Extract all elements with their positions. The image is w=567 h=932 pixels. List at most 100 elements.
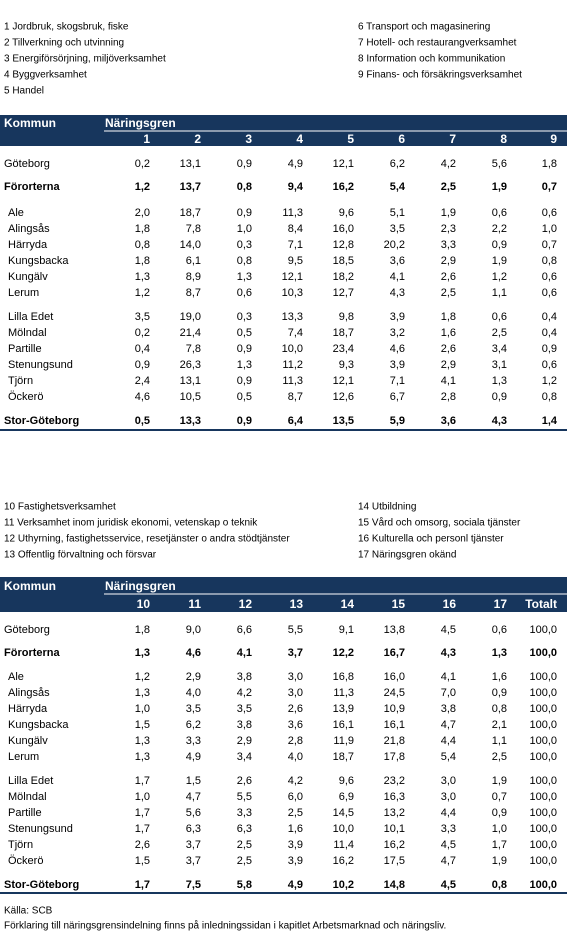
cell: 4,4 (441, 807, 456, 819)
cell: 2,3 (441, 223, 456, 235)
cell: 12,1 (282, 271, 303, 283)
cell: 5,6 (186, 807, 201, 819)
cell: 6,1 (186, 255, 201, 267)
cell: 0,8 (237, 181, 252, 193)
cell: 4,4 (441, 735, 456, 747)
cell: 3,7 (288, 647, 303, 659)
cell: 0,4 (542, 311, 557, 323)
cell: 0,5 (135, 415, 150, 427)
cell: 100,0 (529, 624, 557, 636)
cell: 5,8 (237, 879, 252, 891)
cell: 3,8 (237, 719, 252, 731)
cell: 13,8 (384, 624, 405, 636)
cell: 1,1 (492, 735, 507, 747)
cell: 18,2 (333, 271, 354, 283)
cell: 100,0 (529, 807, 557, 819)
legend-item: 7 Hotell- och restaurangverksamhet (358, 38, 517, 49)
cell: 1,2 (135, 181, 150, 193)
legend-item: 8 Information och kommunikation (358, 54, 505, 65)
cell: 4,1 (441, 375, 456, 387)
cell: 1,0 (135, 703, 150, 715)
cell: 0,6 (542, 359, 557, 371)
cell: 2,5 (441, 181, 456, 193)
cell: 4,7 (186, 791, 201, 803)
cell: 2,6 (441, 271, 456, 283)
cell: 2,5 (492, 751, 507, 763)
cell: 7,1 (288, 239, 303, 251)
cell: 1,3 (237, 359, 252, 371)
row-name: Öckerö (8, 391, 43, 403)
cell: 6,2 (390, 158, 405, 170)
cell: 6,9 (339, 791, 354, 803)
cell: 1,3 (135, 271, 150, 283)
cell: 5,9 (390, 415, 405, 427)
cell: 1,9 (492, 181, 507, 193)
cell: 0,9 (492, 391, 507, 403)
cell: 17,5 (384, 855, 405, 867)
cell: 6,4 (288, 415, 304, 427)
cell: 21,8 (384, 735, 405, 747)
cell: 3,9 (288, 855, 303, 867)
cell: 100,0 (529, 751, 557, 763)
cell: 3,7 (186, 855, 201, 867)
cell: 3,5 (237, 703, 252, 715)
cell: 16,2 (384, 839, 405, 851)
cell: 3,6 (288, 719, 303, 731)
cell: 7,4 (288, 327, 303, 339)
cell: 1,6 (441, 327, 456, 339)
cell: 0,9 (237, 158, 252, 170)
cell: 1,3 (492, 647, 507, 659)
cell: 26,3 (180, 359, 201, 371)
cell: 18,7 (333, 751, 354, 763)
cell: 9,1 (339, 624, 354, 636)
cell: 13,1 (180, 375, 201, 387)
header-kommun: Kommun (4, 116, 56, 130)
cell: 11,3 (282, 207, 303, 219)
cell: 4,1 (237, 647, 252, 659)
cell: 3,3 (441, 239, 456, 251)
cell: 100,0 (529, 823, 557, 835)
cell: 13,7 (180, 181, 201, 193)
column-header: 15 (392, 597, 406, 611)
cell: 3,5 (135, 311, 150, 323)
cell: 1,0 (492, 823, 507, 835)
cell: 12,2 (333, 647, 354, 659)
column-header: 13 (290, 597, 304, 611)
cell: 6,7 (390, 391, 405, 403)
cell: 0,8 (237, 255, 252, 267)
cell: 100,0 (529, 775, 557, 787)
row-name: Mölndal (8, 327, 47, 339)
cell: 3,4 (492, 343, 507, 355)
cell: 5,4 (390, 181, 406, 193)
cell: 16,1 (333, 719, 354, 731)
cell: 1,9 (492, 775, 507, 787)
cell: 100,0 (529, 791, 557, 803)
cell: 1,3 (492, 375, 507, 387)
cell: 1,2 (135, 287, 150, 299)
cell: 5,5 (237, 791, 252, 803)
cell: 5,6 (492, 158, 507, 170)
cell: 23,4 (333, 343, 354, 355)
cell: 19,0 (180, 311, 201, 323)
cell: 100,0 (529, 855, 557, 867)
cell: 4,6 (390, 343, 405, 355)
cell: 4,9 (288, 158, 303, 170)
cell: 18,5 (333, 255, 354, 267)
row-name: Lerum (8, 751, 39, 763)
row-name: Tjörn (8, 839, 33, 851)
cell: 2,9 (186, 671, 201, 683)
row-name: Härryda (8, 239, 48, 251)
cell: 100,0 (529, 687, 557, 699)
cell: 1,7 (492, 839, 507, 851)
cell: 9,5 (288, 255, 303, 267)
cell: 8,4 (288, 223, 303, 235)
row-name: Ale (8, 671, 24, 683)
row-name: Stenungsund (8, 823, 73, 835)
cell: 23,2 (384, 775, 405, 787)
cell: 0,4 (542, 327, 557, 339)
cell: 1,1 (492, 287, 507, 299)
cell: 0,9 (542, 343, 557, 355)
cell: 3,5 (390, 223, 405, 235)
cell: 3,0 (441, 791, 456, 803)
cell: 3,8 (237, 671, 252, 683)
